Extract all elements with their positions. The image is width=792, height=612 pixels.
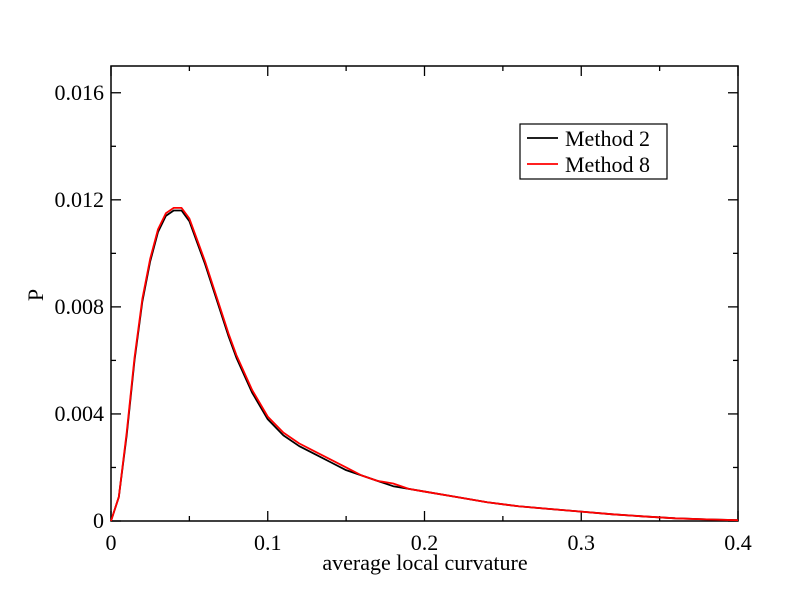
y-tick-label: 0.008 [55,294,105,319]
y-tick-label: 0.004 [55,401,105,426]
x-axis-label: average local curvature [322,550,527,575]
y-tick-label: 0.016 [55,80,105,105]
axis-tick-labels: 0 0.1 0.2 0.3 0.4 0 0.004 0.008 0.012 0.016 [55,80,752,555]
series-line-method-8 [110,206,739,522]
legend-box [519,123,668,180]
series-line-method-2 [110,209,739,522]
series-layer [110,206,739,522]
x-tick-label: 0.2 [411,530,439,555]
x-tick-label: 0.4 [724,530,752,555]
legend-label-method-8: Method 8 [565,152,650,177]
x-tick-label: 0.3 [568,530,596,555]
x-tick-label: 0.1 [254,530,282,555]
legend-label-method-2: Method 2 [565,126,650,151]
x-tick-label: 0 [106,530,117,555]
y-tick-label: 0 [93,508,104,533]
y-axis-label: P [23,289,48,301]
legend: Method 2 Method 8 [519,123,668,180]
y-tick-label: 0.012 [55,187,105,212]
